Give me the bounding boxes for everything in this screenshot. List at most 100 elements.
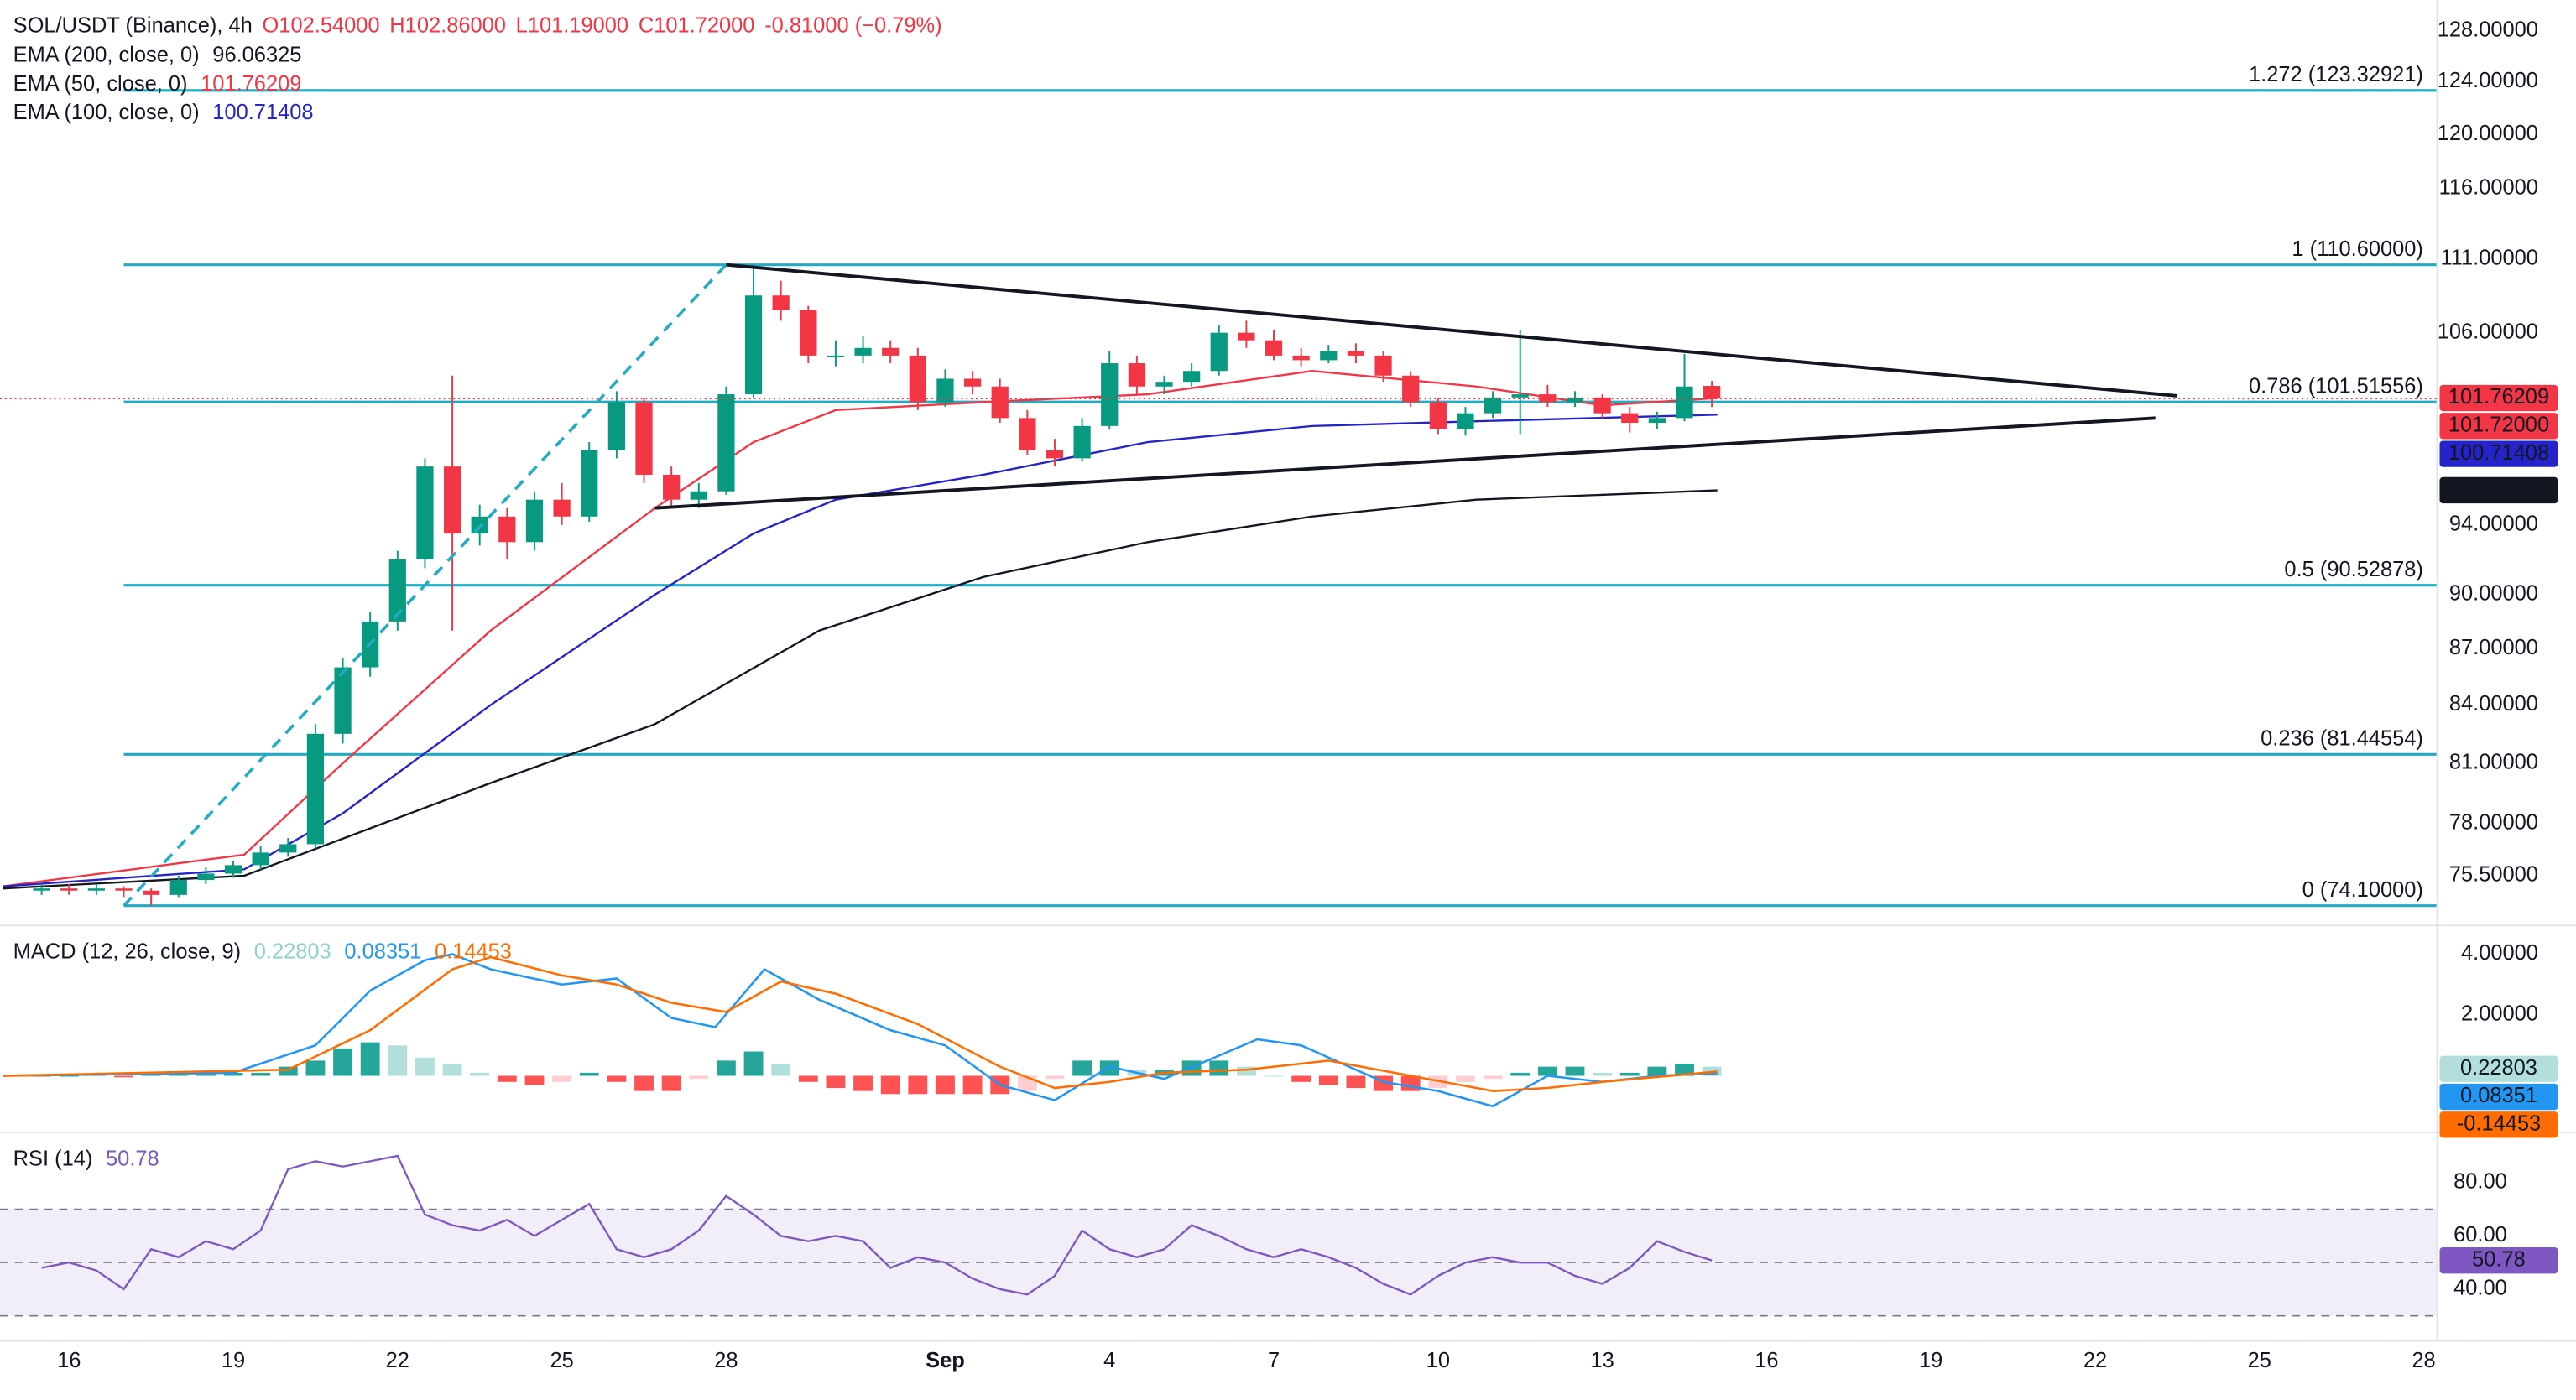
ohlc-value: O102.54000 bbox=[263, 13, 380, 37]
y-tick-label: 120.00000 bbox=[2438, 122, 2538, 145]
trendline bbox=[654, 416, 2156, 510]
candle-body bbox=[252, 852, 269, 866]
plot: 16 19 22 25 28 Sep 4 7 10 13 16 19 22 25 28 128.00000 12… bbox=[0, 13, 2558, 1372]
y-tick-label: 80.00 bbox=[2453, 1170, 2507, 1194]
candle-body bbox=[1320, 351, 1338, 361]
candle-body bbox=[279, 844, 297, 853]
price-tag bbox=[2439, 1083, 2558, 1111]
macd-bar bbox=[716, 1060, 736, 1076]
candle-body bbox=[224, 865, 242, 874]
macd-bar bbox=[552, 1075, 572, 1082]
macd-bar bbox=[853, 1075, 873, 1091]
macd-bar bbox=[114, 1075, 133, 1078]
y-tick-label: 128.00000 bbox=[2438, 18, 2538, 42]
legend-name: EMA (200, close, 0) bbox=[13, 43, 200, 66]
macd-bar bbox=[634, 1075, 654, 1091]
y-tick-label: 2.00000 bbox=[2461, 1002, 2538, 1026]
candle-body bbox=[909, 355, 926, 403]
candle-body bbox=[991, 386, 1009, 419]
macd-bar bbox=[1647, 1066, 1667, 1076]
candle-body bbox=[1648, 418, 1666, 424]
candle-body bbox=[1566, 397, 1584, 403]
legend-name: EMA (50, close, 0) bbox=[13, 72, 188, 96]
macd-line bbox=[3, 953, 1718, 1108]
legend-value: 0.08351 bbox=[344, 939, 421, 963]
macd-bar bbox=[1510, 1072, 1530, 1076]
price-tag bbox=[2439, 440, 2558, 467]
price-tag bbox=[2439, 1055, 2558, 1082]
ema-line bbox=[3, 414, 1718, 887]
macd-bar bbox=[1537, 1066, 1557, 1076]
candle-body bbox=[306, 733, 325, 845]
candle-body bbox=[635, 402, 653, 475]
rsi-legend: RSI (14) 50.78 bbox=[13, 1147, 159, 1170]
legend-value: 101.76209 bbox=[201, 72, 301, 96]
macd-bar bbox=[524, 1075, 545, 1085]
candle-body bbox=[1155, 382, 1173, 387]
y-tick-label: 40.00 bbox=[2453, 1277, 2507, 1300]
candle-body bbox=[1265, 340, 1283, 356]
candle-body bbox=[827, 355, 845, 357]
rsi-line bbox=[41, 1154, 1713, 1296]
fib-label: 0.786 (101.51556) bbox=[2249, 374, 2423, 398]
macd-bar bbox=[936, 1075, 955, 1095]
macd-bar bbox=[1318, 1075, 1338, 1085]
candle-body bbox=[1374, 355, 1392, 376]
x-tick-label: 22 bbox=[386, 1349, 409, 1372]
price-tag-label: 0.22803 bbox=[2460, 1056, 2537, 1080]
candle-body bbox=[388, 559, 406, 622]
x-tick-label: 28 bbox=[714, 1349, 738, 1372]
macd-bar bbox=[1565, 1066, 1585, 1076]
x-tick-label: 16 bbox=[57, 1349, 81, 1372]
price-tag-label: 0.08351 bbox=[2460, 1084, 2537, 1107]
price-tag bbox=[2439, 1247, 2558, 1274]
macd-bar bbox=[470, 1072, 490, 1076]
macd-bar bbox=[1456, 1075, 1475, 1082]
y-tick-label: 75.50000 bbox=[2449, 863, 2538, 887]
header: SOL/USDT (Binance), 4h O102.54000 H102.860… bbox=[13, 13, 942, 37]
candle-body bbox=[1621, 413, 1639, 424]
macd-bar bbox=[1236, 1066, 1256, 1076]
ohlc-value: L101.19000 bbox=[516, 13, 628, 37]
candle-body bbox=[416, 466, 434, 559]
macd-bar bbox=[1346, 1075, 1366, 1089]
trendline bbox=[123, 263, 727, 907]
legend-entry: EMA (100, close, 0) 100.71408 bbox=[13, 101, 314, 124]
candle-body bbox=[1402, 375, 1420, 403]
candle-body bbox=[1101, 363, 1119, 426]
candle-body bbox=[936, 378, 954, 403]
macd-bar bbox=[223, 1072, 243, 1076]
macd-bar bbox=[689, 1075, 709, 1080]
macd-line bbox=[3, 955, 1718, 1092]
y-tick-label: 111.00000 bbox=[2440, 246, 2537, 269]
macd-bar bbox=[388, 1045, 408, 1076]
macd-legend: MACD (12, 26, close, 9) 0.22803 0.08351 0.1… bbox=[13, 939, 512, 963]
fib-label: 0 (74.10000) bbox=[2302, 878, 2423, 902]
macd-bar bbox=[826, 1075, 846, 1089]
candle-body bbox=[498, 516, 516, 543]
candle-body bbox=[690, 491, 707, 500]
candle-body bbox=[443, 466, 461, 534]
price-tag-label: 101.72000 bbox=[2448, 414, 2549, 437]
x-tick-label: 19 bbox=[1919, 1349, 1942, 1372]
macd-bar bbox=[1099, 1060, 1119, 1076]
fib-label: 1 (110.60000) bbox=[2292, 237, 2423, 261]
candle-body bbox=[553, 499, 571, 517]
price-tag-label: 50.78 bbox=[2472, 1247, 2526, 1271]
macd-bar bbox=[305, 1060, 326, 1076]
candle-body bbox=[1019, 418, 1036, 450]
macd-bar bbox=[1593, 1072, 1613, 1076]
macd-bar bbox=[1291, 1075, 1311, 1082]
symbol: SOL/USDT (Binance), 4h bbox=[13, 13, 253, 37]
candle-body bbox=[1676, 386, 1693, 419]
x-tick-label: 10 bbox=[1426, 1349, 1450, 1372]
macd-bar bbox=[1209, 1060, 1229, 1076]
candle-body bbox=[772, 295, 790, 310]
candle-body bbox=[1511, 394, 1529, 398]
candle-body bbox=[1292, 355, 1310, 361]
y-tick-label: 4.00000 bbox=[2461, 941, 2538, 965]
candle-body bbox=[334, 667, 352, 734]
